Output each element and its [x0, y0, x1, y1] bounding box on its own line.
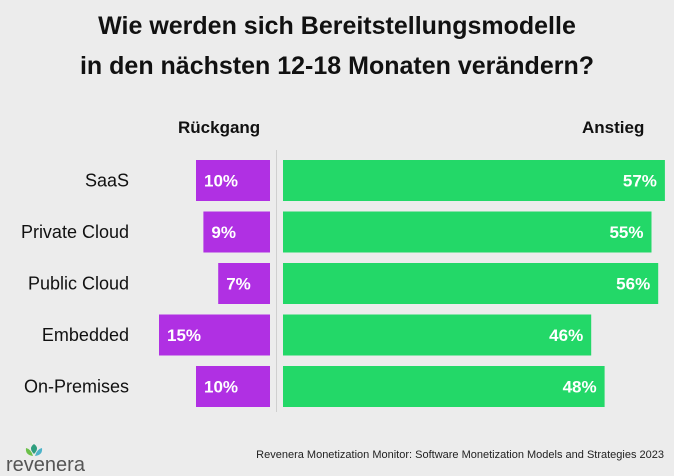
increase-bar: [283, 211, 652, 253]
category-label: On-Premises: [24, 377, 129, 397]
category-label: SaaS: [85, 171, 129, 191]
decrease-bar: [159, 314, 270, 356]
increase-bar: [283, 314, 592, 356]
chart-title-line-2: in den nächsten 12-18 Monaten verändern?: [79, 52, 594, 80]
category-label: Public Cloud: [28, 274, 129, 294]
chart-title-line-1: Wie werden sich Bereitstellungsmodelle: [98, 12, 576, 40]
decrease-value-label: 15%: [167, 326, 201, 345]
decrease-bar: [196, 366, 270, 407]
decrease-bar: [203, 211, 270, 253]
increase-value-label: 57%: [623, 172, 657, 191]
decrease-column-header: Rückgang: [178, 118, 261, 137]
decrease-bar: [196, 160, 270, 201]
decrease-value-label: 10%: [204, 172, 238, 191]
source-note: Revenera Monetization Monitor: Software …: [256, 449, 664, 461]
decrease-bar: [218, 263, 270, 304]
increase-column-header: Anstieg: [582, 118, 645, 137]
decrease-value-label: 10%: [204, 378, 238, 397]
decrease-value-label: 9%: [211, 223, 236, 242]
logo-text: revenera: [6, 454, 86, 474]
category-label: Private Cloud: [21, 222, 129, 242]
increase-bar: [283, 160, 665, 201]
increase-value-label: 56%: [616, 275, 650, 294]
increase-value-label: 46%: [549, 326, 583, 345]
increase-value-label: 48%: [563, 378, 597, 397]
revenera-logo: revenera: [6, 444, 86, 474]
category-label: Embedded: [42, 325, 129, 345]
increase-value-label: 55%: [609, 223, 643, 242]
decrease-value-label: 7%: [226, 275, 251, 294]
increase-bar: [283, 366, 605, 407]
increase-bar: [283, 263, 659, 304]
logo-leaf-icon: [25, 444, 43, 456]
chart-title: Wie werden sich Bereitstellungsmodelle i…: [0, 6, 674, 86]
